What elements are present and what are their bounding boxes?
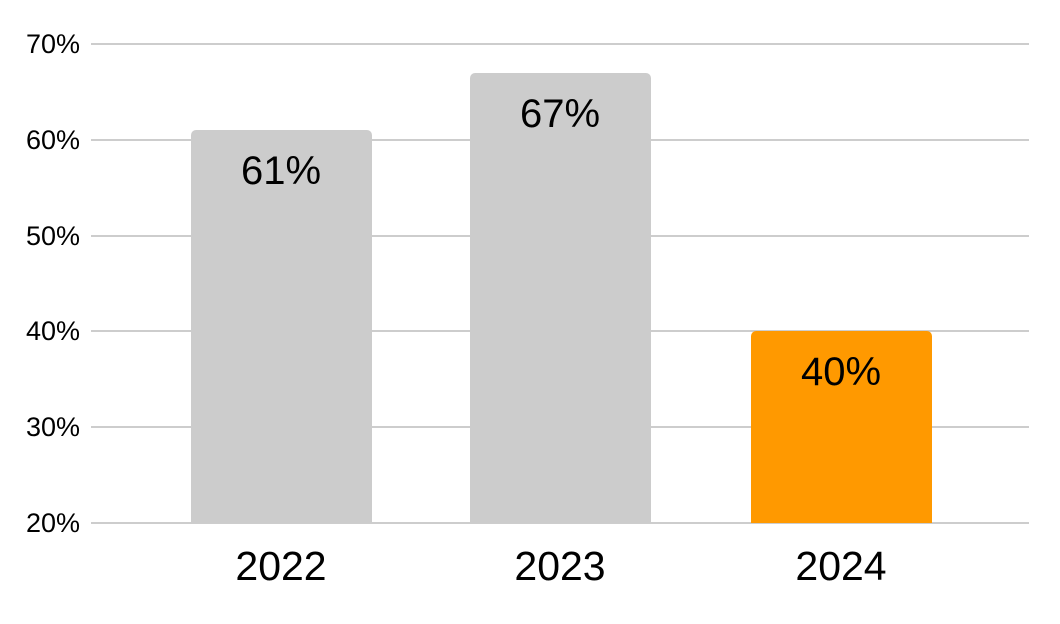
gridline-70 xyxy=(91,43,1029,45)
y-axis-tick-label-30: 30% xyxy=(25,412,80,442)
y-axis-tick-label-70: 70% xyxy=(25,29,80,59)
x-axis-label-2023: 2023 xyxy=(514,543,606,589)
y-axis-tick-label-50: 50% xyxy=(25,221,80,251)
x-axis-label-2024: 2024 xyxy=(795,543,887,589)
bar-value-label-2024: 40% xyxy=(800,350,882,394)
bar-2024: 40% xyxy=(750,331,932,523)
bar-value-label-2023: 67% xyxy=(519,92,601,136)
y-axis-tick-label-40: 40% xyxy=(25,316,80,346)
bar-2022: 61% xyxy=(190,130,372,523)
gridline-20 xyxy=(91,522,1029,524)
y-axis-tick-label-20: 20% xyxy=(25,508,80,538)
y-axis-tick-label-60: 60% xyxy=(25,125,80,155)
bar-2023: 67% xyxy=(469,73,651,523)
bar-value-label-2022: 61% xyxy=(240,149,322,193)
x-axis-label-2022: 2022 xyxy=(235,543,327,589)
